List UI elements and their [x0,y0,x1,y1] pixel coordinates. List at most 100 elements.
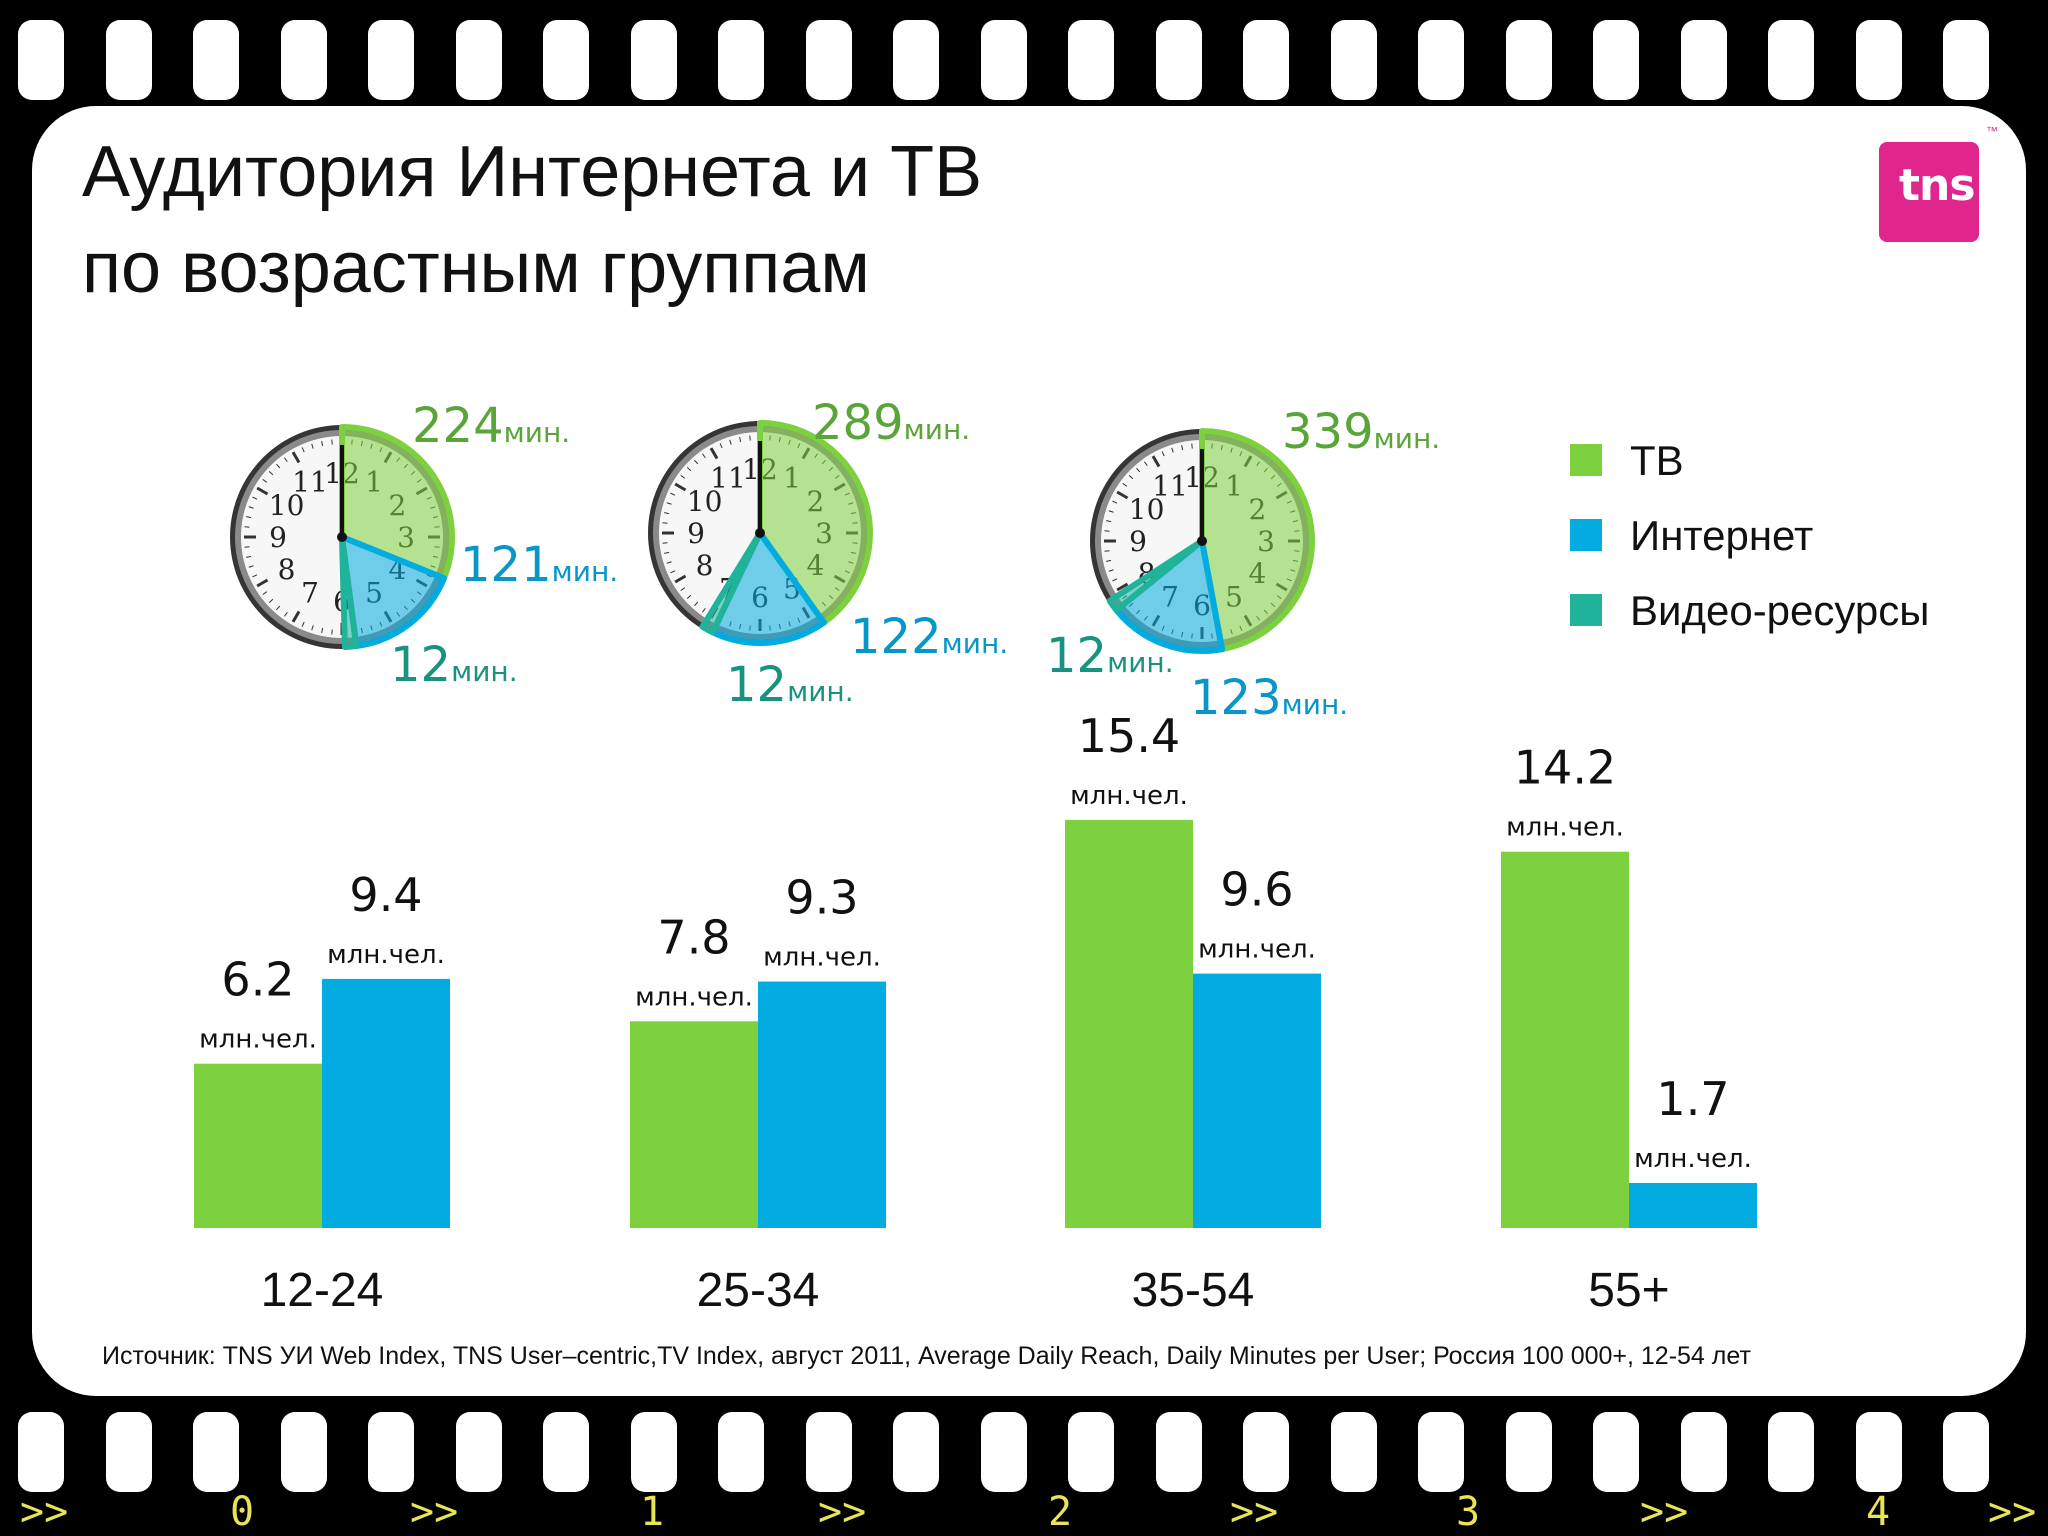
clock-numeral: 7 [301,576,319,609]
clock-numeral: 11 [292,466,328,499]
clock-tick [694,459,699,465]
legend-swatch-video [1570,594,1602,626]
film-perforation [1418,20,1464,100]
clock-hub [755,528,765,538]
film-perforations-bottom [0,1412,2048,1492]
clock-sector [1113,538,1226,654]
clock-tick [1112,578,1118,582]
bar-tv [194,1063,322,1228]
bar-value-label: 9.3 [785,871,858,925]
clock-tick [311,625,314,631]
minutes-unit: мин. [1107,646,1174,679]
film-perforation [1768,20,1814,100]
bar-value-label: 1.7 [1656,1072,1729,1126]
clock-tick [331,439,333,445]
film-perforation [1680,20,1727,100]
clock-tick [283,457,288,463]
clock-tick [252,496,258,500]
clock-tick [674,574,687,584]
bar-unit-label: млн.чел. [1506,813,1624,843]
clock-tick [674,482,687,492]
clock-tick [1104,530,1110,532]
frame-number: 4 [1866,1489,1891,1535]
clock-hub [1197,536,1207,546]
film-perforation [543,1412,589,1492]
film-perforation [280,20,327,100]
bar-unit-label: млн.чел. [327,940,445,970]
clock-tick [719,443,723,449]
clock-tick [1128,475,1134,480]
bar-value-label: 14.2 [1514,741,1616,795]
minutes-value: 224 [412,398,504,454]
film-perforation [193,20,239,100]
clock-tick [252,574,258,578]
minutes-value: 12 [390,637,451,693]
film-perforation [1330,20,1377,100]
category-label: 12-24 [261,1264,384,1317]
clock-tick [680,587,686,592]
film-perforation [455,20,502,100]
category-label: 35-54 [1132,1264,1255,1317]
clock-numeral: 10 [269,489,305,522]
film-perforation [1593,1412,1639,1492]
clock-tick [268,598,274,603]
minutes-value: 339 [1282,404,1374,460]
clock-hub [337,532,347,542]
clock-numeral: 11 [1152,470,1188,503]
clock-tick [321,441,324,447]
clock-sector [1106,538,1205,614]
frame-number: >> [1640,1489,1689,1535]
clock-tick [664,551,670,554]
clock-sector [339,424,455,582]
clock-tick [1171,447,1174,453]
clock-tick [276,605,281,611]
film-perforation [193,1412,239,1492]
clock-numeral: 8 [696,549,714,582]
clock-tick [670,492,676,496]
clock-tick [1104,550,1110,552]
clock-tick [1191,443,1193,449]
clock-tick [248,506,254,509]
film-perforation [1330,1412,1377,1492]
clock-numeral: 10 [1129,493,1165,526]
film-perforation [1068,1412,1114,1492]
film-perforation [1155,20,1202,100]
film-perforation [1243,1412,1289,1492]
frame-number: 3 [1456,1489,1481,1535]
minutes-value: 122 [850,609,942,665]
bar-unit-label: млн.чел. [1198,935,1316,965]
minutes-unit: мин. [451,655,518,688]
film-perforation [718,1412,764,1492]
minutes-unit: мин. [1282,688,1349,721]
film-perforation [1593,20,1639,100]
clock-numeral: 10 [687,485,723,518]
clock-tick [331,629,333,635]
film-perforation [105,20,152,100]
clock-tick [666,502,672,505]
minutes-value: 289 [812,395,904,451]
bar-internet [1629,1182,1757,1228]
minutes-label: 12мин. [726,657,854,713]
clock-tick [1122,482,1128,487]
clock-tick [283,611,288,617]
minutes-label: 289мин. [812,395,970,451]
minutes-label: 12мин. [390,637,518,693]
bar-unit-label: млн.чел. [763,943,881,973]
clock-tick [694,601,699,607]
clock-sector [339,534,447,650]
film-perforation [1418,1412,1464,1492]
clock-tick [1106,520,1112,523]
minutes-value: 12 [726,657,787,713]
clock-sector [1199,428,1315,653]
clock-tick [739,437,742,443]
clock-tick [729,439,732,445]
film-perforation [893,1412,939,1492]
film-perforation [1505,20,1552,100]
clock-sector [757,420,873,626]
frame-number: >> [1988,1489,2037,1535]
film-perforation [1855,20,1902,100]
clock-tick [1151,455,1161,468]
clock-tick [1106,559,1112,562]
film-perforation [368,1412,414,1492]
chart-area: 6.2 млн.чел. 9.4 млн.чел. 12-24 7.8 млн.чел. 9.… [194,395,1757,1317]
